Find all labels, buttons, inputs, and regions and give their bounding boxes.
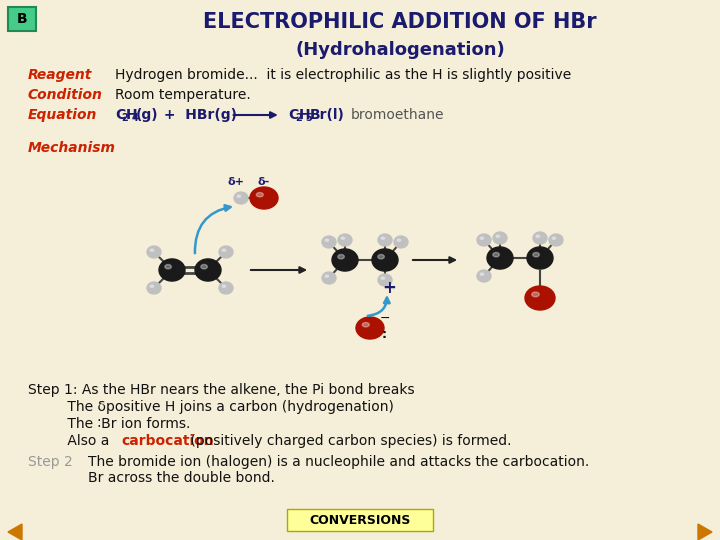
Text: δ-: δ- [258, 177, 270, 187]
Polygon shape [8, 524, 22, 540]
Ellipse shape [322, 272, 336, 284]
Text: 4: 4 [132, 113, 138, 123]
Ellipse shape [356, 317, 384, 339]
Ellipse shape [165, 265, 171, 269]
Ellipse shape [222, 285, 225, 287]
Text: −: − [380, 312, 390, 325]
Ellipse shape [201, 265, 207, 269]
Text: Step 1: As the HBr nears the alkene, the Pi bond breaks: Step 1: As the HBr nears the alkene, the… [28, 383, 415, 397]
Ellipse shape [477, 270, 491, 282]
Ellipse shape [322, 236, 336, 248]
Ellipse shape [195, 259, 221, 281]
Ellipse shape [372, 249, 398, 271]
Ellipse shape [256, 192, 264, 197]
Ellipse shape [533, 253, 539, 257]
Ellipse shape [332, 249, 358, 271]
Text: bromoethane: bromoethane [351, 108, 444, 122]
Text: Equation: Equation [28, 108, 97, 122]
Text: Step 2: Step 2 [28, 455, 73, 469]
Ellipse shape [394, 236, 408, 248]
Text: (g): (g) [136, 108, 158, 122]
Text: Mechanism: Mechanism [28, 141, 116, 155]
Ellipse shape [237, 195, 240, 198]
Ellipse shape [234, 192, 248, 204]
Text: Reagent: Reagent [28, 68, 92, 82]
Ellipse shape [362, 322, 369, 327]
Text: (Hydrohalogenation): (Hydrohalogenation) [295, 41, 505, 59]
Text: carbocation: carbocation [122, 434, 215, 448]
Text: Room temperature.: Room temperature. [115, 88, 251, 102]
Ellipse shape [381, 277, 384, 279]
Text: C: C [115, 108, 125, 122]
Text: (positively charged carbon species) is formed.: (positively charged carbon species) is f… [186, 434, 511, 448]
Ellipse shape [378, 254, 384, 259]
Text: Condition: Condition [28, 88, 103, 102]
Text: δ+: δ+ [228, 177, 244, 187]
Polygon shape [698, 524, 712, 540]
Text: C: C [289, 108, 299, 122]
FancyArrowPatch shape [195, 205, 230, 253]
Ellipse shape [487, 247, 513, 269]
Ellipse shape [338, 254, 344, 259]
Ellipse shape [378, 274, 392, 286]
Ellipse shape [480, 273, 484, 275]
Ellipse shape [480, 237, 484, 239]
Ellipse shape [533, 232, 547, 244]
Ellipse shape [525, 286, 555, 310]
Ellipse shape [397, 239, 400, 241]
Ellipse shape [532, 292, 539, 297]
Text: 2: 2 [295, 113, 302, 123]
Ellipse shape [222, 249, 225, 252]
Ellipse shape [325, 275, 328, 278]
Text: +  HBr(g): + HBr(g) [158, 108, 237, 122]
Ellipse shape [250, 187, 278, 209]
Ellipse shape [159, 259, 185, 281]
Ellipse shape [536, 235, 540, 238]
Ellipse shape [219, 282, 233, 294]
Text: +: + [382, 279, 396, 297]
Ellipse shape [150, 249, 153, 252]
Text: Hydrogen bromide...  it is electrophilic as the H is slightly positive: Hydrogen bromide... it is electrophilic … [115, 68, 571, 82]
FancyBboxPatch shape [287, 509, 433, 531]
Ellipse shape [477, 234, 491, 246]
Text: 5: 5 [305, 113, 312, 123]
Text: H: H [125, 108, 138, 122]
Ellipse shape [552, 237, 556, 239]
Ellipse shape [325, 239, 328, 241]
Ellipse shape [381, 237, 384, 239]
Ellipse shape [147, 282, 161, 294]
Ellipse shape [147, 246, 161, 258]
Text: The ∶Br ion forms.: The ∶Br ion forms. [28, 417, 190, 431]
Text: Br(l): Br(l) [310, 108, 345, 122]
Text: Also a: Also a [28, 434, 114, 448]
Text: Br across the double bond.: Br across the double bond. [88, 471, 275, 485]
Ellipse shape [150, 285, 153, 287]
Ellipse shape [549, 234, 563, 246]
Text: H: H [300, 108, 311, 122]
Text: B: B [17, 12, 27, 26]
Text: :: : [382, 327, 387, 341]
Ellipse shape [493, 232, 507, 244]
FancyArrowPatch shape [368, 298, 390, 316]
FancyBboxPatch shape [8, 7, 36, 31]
Ellipse shape [378, 234, 392, 246]
Ellipse shape [219, 246, 233, 258]
Text: ELECTROPHILIC ADDITION OF HBr: ELECTROPHILIC ADDITION OF HBr [203, 12, 597, 32]
Ellipse shape [496, 235, 500, 238]
Ellipse shape [493, 253, 500, 257]
Ellipse shape [527, 247, 553, 269]
Ellipse shape [338, 234, 352, 246]
Text: 2: 2 [121, 113, 128, 123]
Text: The bromide ion (halogen) is a nucleophile and attacks the carbocation.: The bromide ion (halogen) is a nucleophi… [88, 455, 589, 469]
Text: The δpositive H joins a carbon (hydrogenation): The δpositive H joins a carbon (hydrogen… [28, 400, 394, 414]
Text: CONVERSIONS: CONVERSIONS [310, 515, 410, 528]
Ellipse shape [341, 237, 345, 239]
